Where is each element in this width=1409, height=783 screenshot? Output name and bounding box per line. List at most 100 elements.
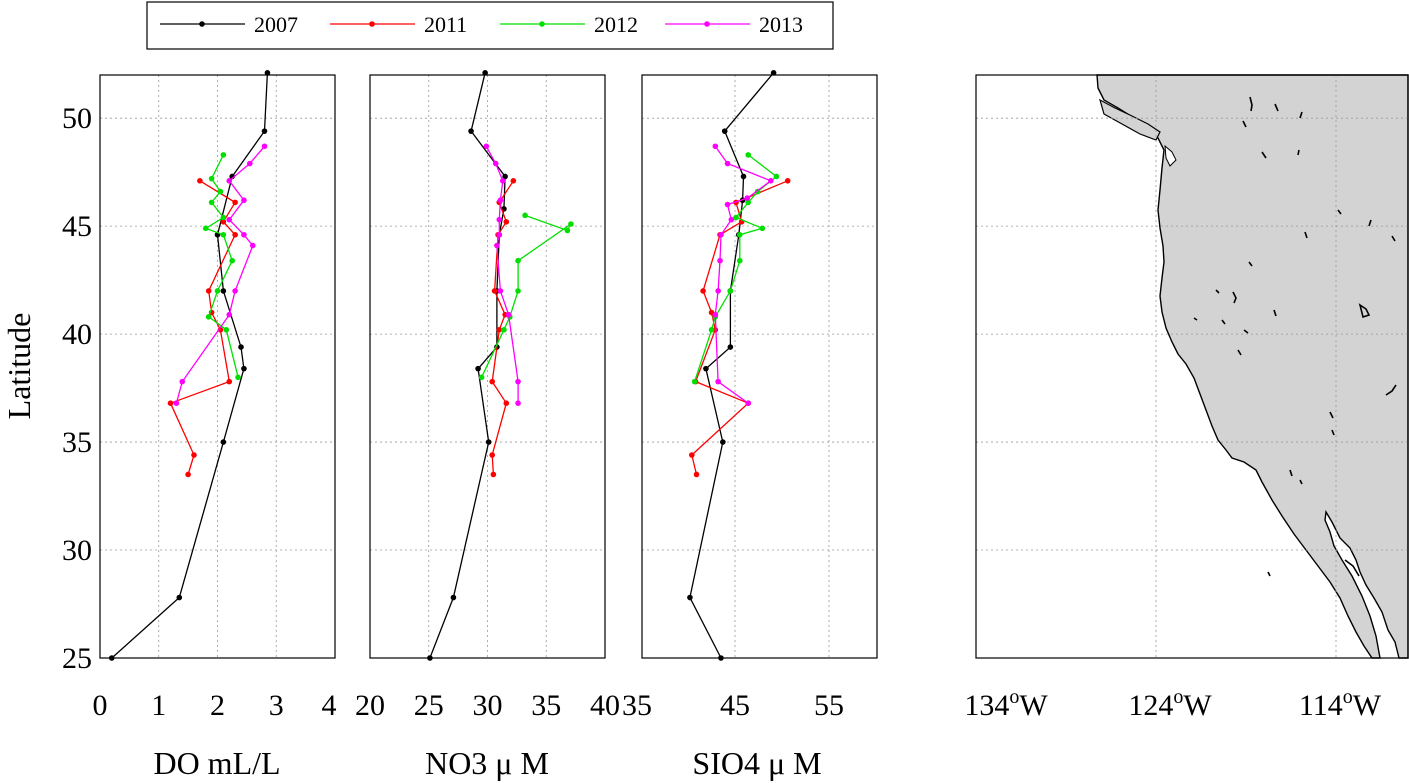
data-point-2013 [715,378,721,385]
series-line-2007 [111,72,269,659]
data-point-2011 [503,219,510,225]
data-point-2012 [745,199,752,206]
data-point-2012 [220,231,227,238]
data-point-2013 [515,400,521,407]
lakes [1193,96,1397,577]
series-line-2012 [481,214,572,378]
data-point-2012 [568,221,574,227]
map-panel: 134oW 124oW 114oW [964,74,1409,722]
data-point-2013 [715,288,721,294]
data-point-2007 [450,594,457,601]
legend-label-2012: 2012 [594,12,638,37]
data-point-2011 [496,326,503,333]
data-point-2013 [728,216,735,223]
data-point-2012 [214,288,221,294]
data-point-2007 [740,173,747,180]
x-tick-label: 55 [814,689,844,722]
series-line-2012 [204,154,239,378]
legend-marker-2011 [369,21,375,27]
y-tick-label: 25 [62,642,92,675]
series-line-2013 [485,145,519,404]
data-point-2012 [217,188,224,195]
x-tick-label: 0 [93,689,108,722]
x-tick-label: 20 [355,689,385,722]
x-tick-label: 25 [414,689,444,722]
data-point-2007 [770,70,777,76]
data-point-2011 [784,178,791,184]
data-point-2013 [712,143,719,150]
data-point-2012 [708,326,715,333]
data-point-2007 [261,128,268,134]
data-point-2011 [693,471,700,478]
x-tick-label: 35 [622,689,652,722]
data-point-2011 [490,471,497,478]
data-point-2013 [247,160,253,167]
data-point-2013 [717,257,723,264]
data-point-2013 [744,195,751,201]
data-point-2012 [736,231,743,238]
x-tick-label: 30 [473,689,503,722]
series-line-2012 [693,154,778,382]
data-point-2011 [491,288,498,294]
data-point-2007 [502,173,508,180]
latitude-ylabel: Latitude [1,313,37,420]
data-point-2012 [220,152,227,158]
legend-marker-2013 [704,21,710,27]
data-point-2011 [232,231,238,238]
x-tick-label: 45 [720,689,750,722]
data-point-2011 [700,288,706,294]
data-point-2012 [515,288,521,294]
data-point-2013 [179,378,186,385]
data-point-2012 [501,326,507,333]
data-point-2012 [745,152,752,158]
data-point-2011 [197,178,203,184]
map-frame [975,74,1409,659]
data-point-2011 [191,452,197,458]
data-point-2012 [202,225,209,232]
legend-label-2011: 2011 [424,12,467,37]
data-point-2012 [235,374,241,381]
data-point-2013 [718,231,724,238]
y-tick-label: 50 [62,102,92,135]
data-point-2012 [205,314,212,320]
data-point-2012 [727,288,734,294]
data-point-2013 [226,311,233,318]
data-point-2007 [721,128,728,134]
map-lon-tick-label: 124oW [1128,686,1212,722]
data-point-2013 [712,311,719,318]
data-point-2013 [232,288,238,294]
y-tick-label: 35 [62,426,92,459]
data-point-2013 [483,143,490,150]
data-point-2011 [226,378,233,385]
sio4-plot-frame [641,74,878,659]
data-point-2012 [773,173,780,180]
legend-marker-2007 [199,21,205,27]
data-point-2011 [167,400,174,407]
data-point-2012 [691,378,698,385]
data-point-2007 [485,439,492,445]
data-point-2012 [564,227,571,234]
data-point-2012 [208,199,215,206]
data-point-2013 [724,201,731,208]
data-point-2013 [494,242,500,249]
data-point-2013 [241,197,247,204]
y-tick-label: 30 [62,534,92,567]
data-point-2007 [264,70,271,76]
do-xlabel: DO mL/L [153,745,280,781]
data-point-2011 [503,400,510,407]
data-point-2011 [489,378,496,385]
data-point-2013 [497,288,504,294]
data-point-2013 [515,378,521,385]
legend-label-2007: 2007 [254,12,298,37]
data-point-2007 [482,70,488,76]
x-tick-label: 3 [269,689,284,722]
data-point-2013 [173,400,180,407]
data-point-2007 [475,365,481,372]
data-point-2013 [505,311,512,318]
data-point-2012 [229,257,235,264]
data-point-2013 [241,231,247,238]
x-tick-label: 40 [590,689,620,722]
data-point-2011 [205,288,212,294]
data-point-2007 [238,344,244,350]
data-point-2012 [515,257,521,264]
